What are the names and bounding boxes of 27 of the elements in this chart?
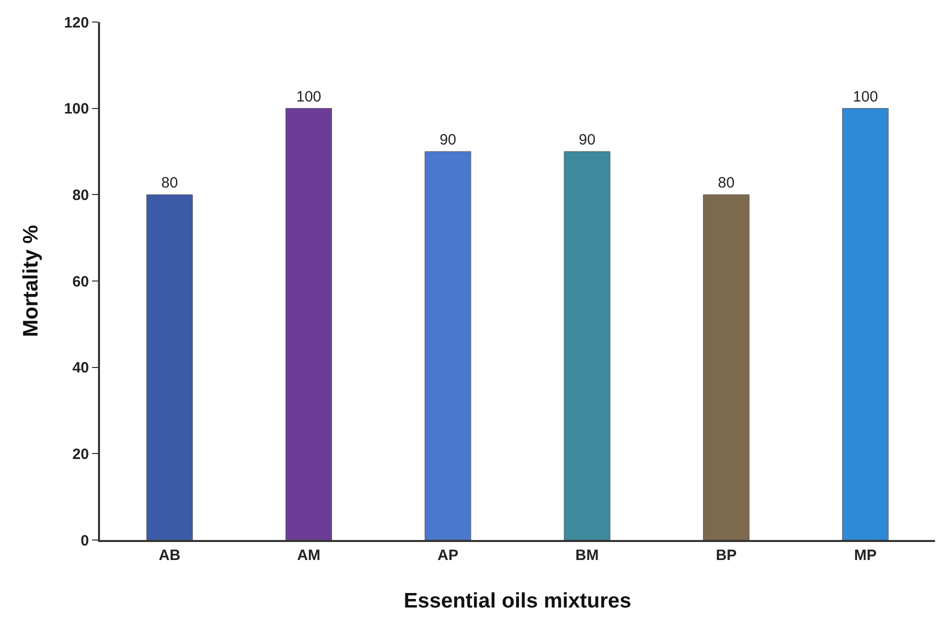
y-tick-label: 120 [64, 14, 89, 32]
data-label: 80 [718, 174, 735, 192]
data-label: 100 [852, 88, 878, 106]
data-label: 100 [296, 88, 322, 106]
y-tick-label: 80 [72, 186, 89, 204]
bar [842, 108, 889, 540]
y-tick-label: 40 [72, 360, 89, 377]
x-tick-label: AM [297, 547, 320, 564]
y-tick-label: 0 [80, 532, 89, 550]
bar [564, 151, 610, 540]
x-tick-label: BP [716, 547, 737, 564]
bar [286, 108, 332, 540]
bar [146, 194, 193, 540]
bar [424, 151, 472, 540]
bar [703, 194, 750, 540]
y-tick-label: 100 [64, 100, 89, 118]
y-axis-title: Mortality % [20, 224, 43, 338]
y-tick-label: 60 [72, 273, 89, 290]
x-tick-label: BM [575, 547, 599, 564]
x-tick-label: AP [438, 547, 458, 564]
y-tick-label: 20 [72, 446, 89, 463]
data-label: 90 [440, 132, 456, 148]
x-axis-title: Essential oils mixtures [404, 590, 632, 613]
data-label: 80 [161, 174, 178, 192]
x-tick-label: AB [158, 547, 181, 564]
x-tick-label: MP [854, 547, 877, 564]
data-label: 90 [578, 132, 596, 148]
